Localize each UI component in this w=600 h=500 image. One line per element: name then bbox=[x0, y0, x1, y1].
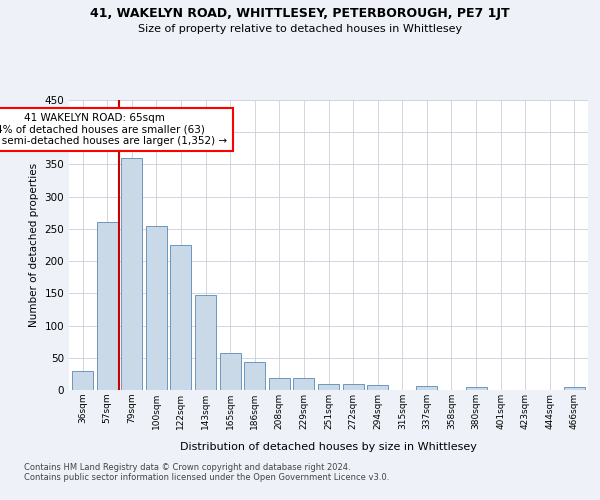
Bar bbox=[269, 378, 290, 390]
Bar bbox=[466, 388, 487, 390]
Bar bbox=[416, 386, 437, 390]
Y-axis label: Number of detached properties: Number of detached properties bbox=[29, 163, 39, 327]
Bar bbox=[367, 386, 388, 390]
Bar bbox=[343, 384, 364, 390]
Bar bbox=[97, 222, 118, 390]
Bar bbox=[293, 378, 314, 390]
Text: Distribution of detached houses by size in Whittlesey: Distribution of detached houses by size … bbox=[181, 442, 477, 452]
Text: Contains public sector information licensed under the Open Government Licence v3: Contains public sector information licen… bbox=[24, 474, 389, 482]
Bar bbox=[195, 294, 216, 390]
Bar bbox=[220, 354, 241, 390]
Bar bbox=[121, 158, 142, 390]
Text: Size of property relative to detached houses in Whittlesey: Size of property relative to detached ho… bbox=[138, 24, 462, 34]
Bar bbox=[318, 384, 339, 390]
Text: 41 WAKELYN ROAD: 65sqm
← 4% of detached houses are smaller (63)
95% of semi-deta: 41 WAKELYN ROAD: 65sqm ← 4% of detached … bbox=[0, 113, 227, 146]
Bar bbox=[564, 388, 585, 390]
Text: Contains HM Land Registry data © Crown copyright and database right 2024.: Contains HM Land Registry data © Crown c… bbox=[24, 464, 350, 472]
Bar bbox=[170, 245, 191, 390]
Text: 41, WAKELYN ROAD, WHITTLESEY, PETERBOROUGH, PE7 1JT: 41, WAKELYN ROAD, WHITTLESEY, PETERBOROU… bbox=[90, 8, 510, 20]
Bar bbox=[146, 226, 167, 390]
Bar bbox=[244, 362, 265, 390]
Bar bbox=[72, 370, 93, 390]
